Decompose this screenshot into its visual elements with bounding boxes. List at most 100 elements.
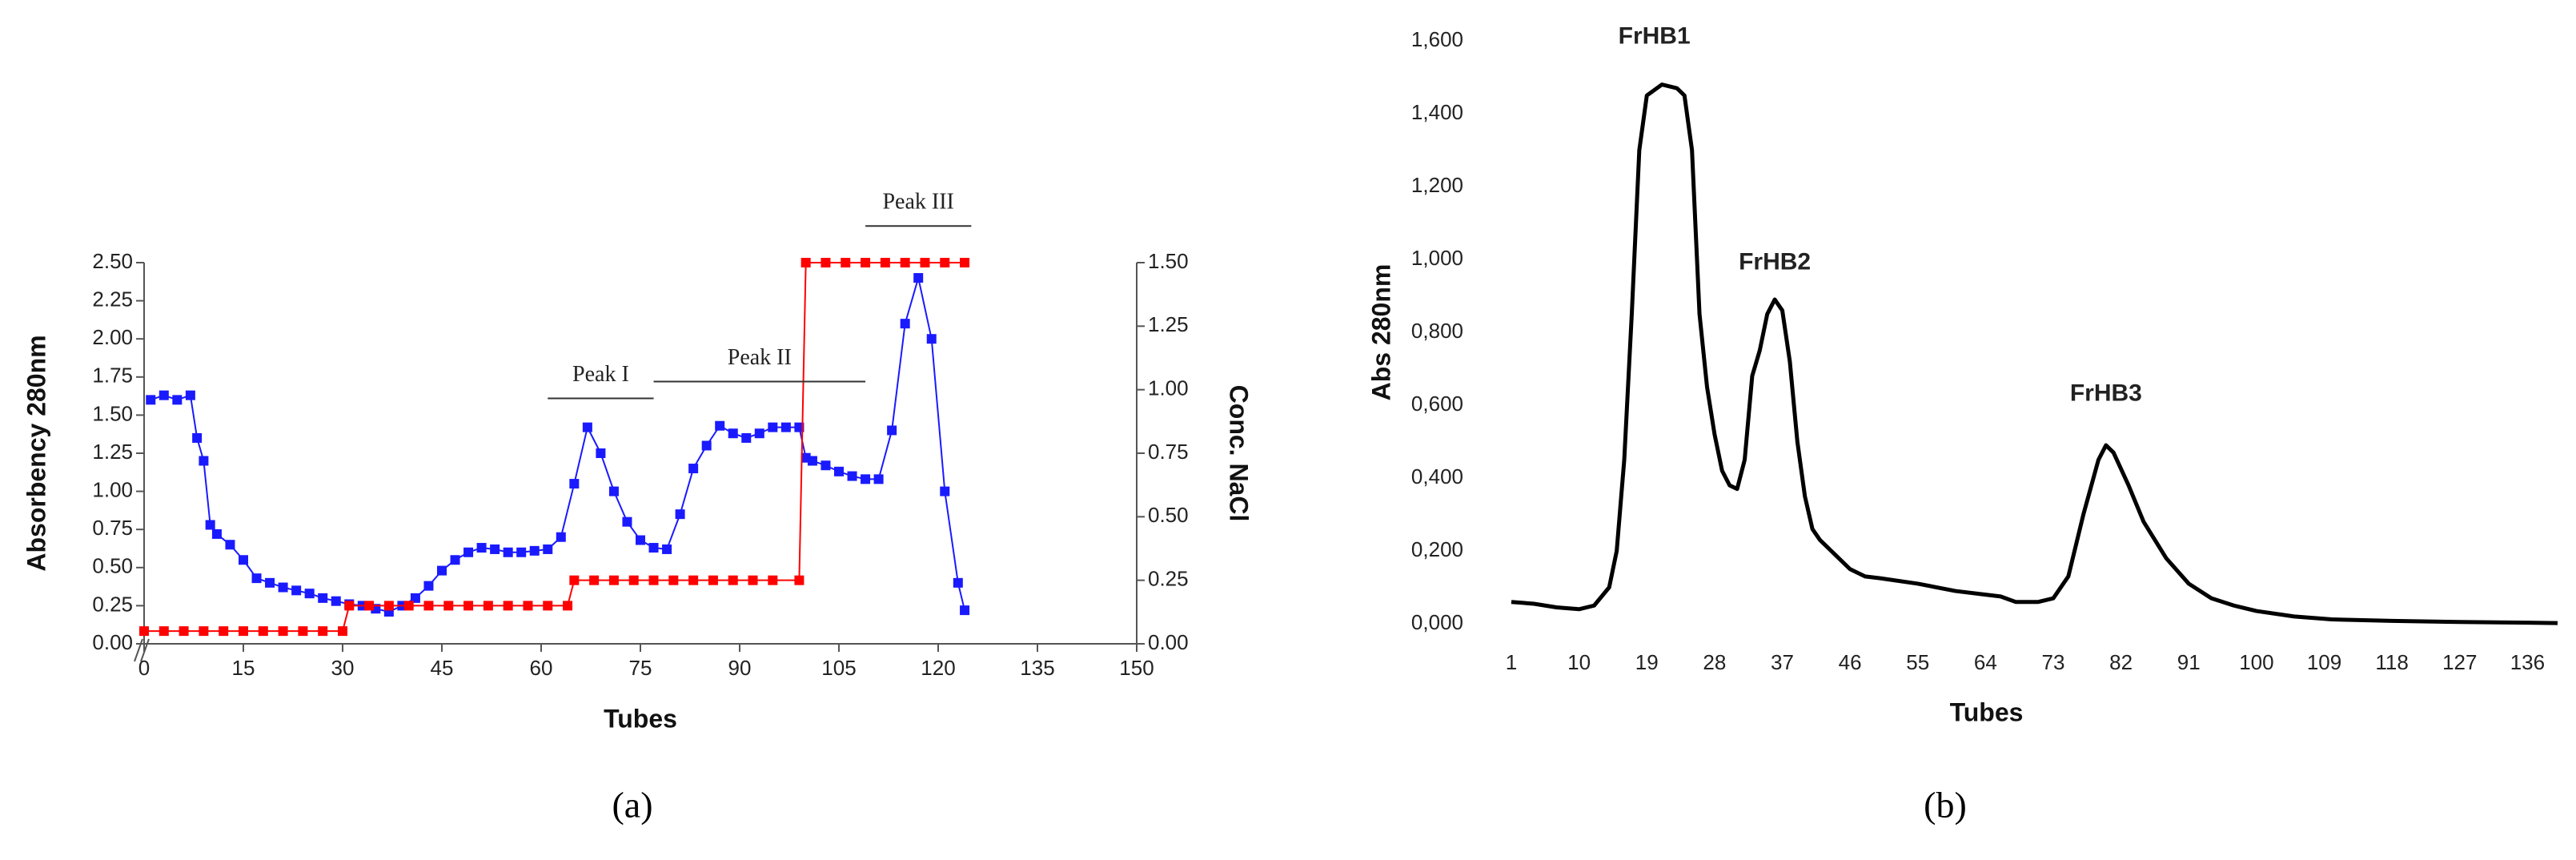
annotation-label: Peak I (572, 362, 629, 387)
y-tick-label: 1.25 (92, 440, 133, 464)
marker (563, 601, 573, 611)
marker (278, 626, 288, 637)
marker (158, 390, 169, 400)
x-tick-label: 19 (1635, 650, 1659, 674)
y-tick-label: 0.50 (92, 554, 133, 578)
y2-axis-title: Conc. NaCl (1225, 385, 1254, 522)
marker (146, 395, 156, 405)
marker (662, 544, 672, 554)
x-tick-label: 64 (1974, 650, 1997, 674)
marker (628, 575, 639, 585)
x-tick-label: 82 (2109, 650, 2133, 674)
marker (926, 334, 937, 344)
marker (543, 544, 553, 554)
y-tick-label: 1.75 (92, 364, 133, 388)
marker (880, 258, 890, 267)
y-tick-label: 0.75 (92, 516, 133, 540)
y-tick-label: 1,400 (1411, 100, 1463, 124)
x-tick-label: 136 (2510, 650, 2545, 674)
series-line (144, 262, 965, 633)
marker (529, 545, 540, 556)
x-tick-label: 105 (821, 656, 856, 680)
marker (516, 547, 527, 557)
x-tick-label: 73 (2042, 650, 2065, 674)
marker (688, 575, 699, 585)
marker (821, 460, 831, 471)
marker (887, 425, 897, 436)
marker (807, 456, 817, 466)
y2-tick-label: 1.25 (1148, 312, 1189, 336)
y-tick-label: 0,000 (1411, 610, 1463, 634)
marker (794, 575, 804, 585)
marker (622, 516, 632, 527)
y2-tick-label: 0.50 (1148, 503, 1189, 527)
marker (338, 626, 347, 637)
x-tick-label: 28 (1703, 650, 1726, 674)
x-tick-label: 55 (1906, 650, 1929, 674)
marker (463, 547, 474, 557)
marker (403, 601, 414, 611)
x-tick-label: 15 (232, 656, 255, 680)
marker (443, 601, 454, 611)
marker (596, 448, 606, 458)
x-tick-label: 10 (1567, 650, 1591, 674)
y-tick-label: 0,400 (1411, 464, 1463, 488)
marker (265, 577, 275, 588)
y2-tick-label: 0.75 (1148, 440, 1189, 464)
y2-tick-label: 1.00 (1148, 376, 1189, 400)
y-tick-label: 0.25 (92, 592, 133, 616)
y-tick-label: 2.25 (92, 287, 133, 311)
marker (940, 258, 950, 267)
marker (715, 420, 725, 431)
y2-tick-label: 0.00 (1148, 630, 1189, 654)
x-tick-label: 109 (2307, 650, 2341, 674)
y-tick-label: 1,200 (1411, 173, 1463, 197)
x-tick-label: 120 (921, 656, 955, 680)
marker (523, 601, 533, 611)
marker (960, 605, 970, 616)
x-tick-label: 37 (1771, 650, 1794, 674)
marker (158, 626, 169, 637)
marker (873, 474, 884, 484)
panel-label: (b) (1924, 785, 1967, 826)
marker (410, 593, 420, 603)
marker (331, 596, 341, 606)
marker (503, 547, 513, 557)
marker (861, 474, 871, 484)
marker (960, 258, 970, 267)
marker (344, 601, 355, 611)
marker (450, 555, 460, 565)
marker (556, 532, 566, 542)
marker (364, 601, 375, 611)
marker (219, 626, 229, 637)
marker (648, 575, 659, 585)
marker (192, 432, 203, 443)
marker (821, 258, 831, 267)
marker (728, 575, 738, 585)
marker (423, 601, 434, 611)
marker (582, 422, 592, 432)
marker (318, 626, 328, 637)
marker (139, 626, 149, 637)
marker (741, 432, 752, 443)
x-axis-title: Tubes (604, 704, 677, 733)
marker (251, 573, 262, 584)
marker (185, 390, 195, 400)
marker (318, 593, 328, 603)
marker (291, 585, 302, 596)
marker (383, 601, 394, 611)
marker (728, 428, 738, 439)
marker (953, 577, 963, 588)
x-tick-label: 100 (2239, 650, 2273, 674)
marker (179, 626, 189, 637)
marker (543, 601, 553, 611)
marker (754, 428, 764, 439)
marker (239, 626, 248, 637)
marker (841, 258, 851, 267)
marker (608, 486, 619, 496)
annotation-label: Peak II (728, 345, 792, 370)
marker (861, 258, 871, 267)
x-tick-label: 75 (629, 656, 652, 680)
x-tick-label: 1 (1506, 650, 1517, 674)
